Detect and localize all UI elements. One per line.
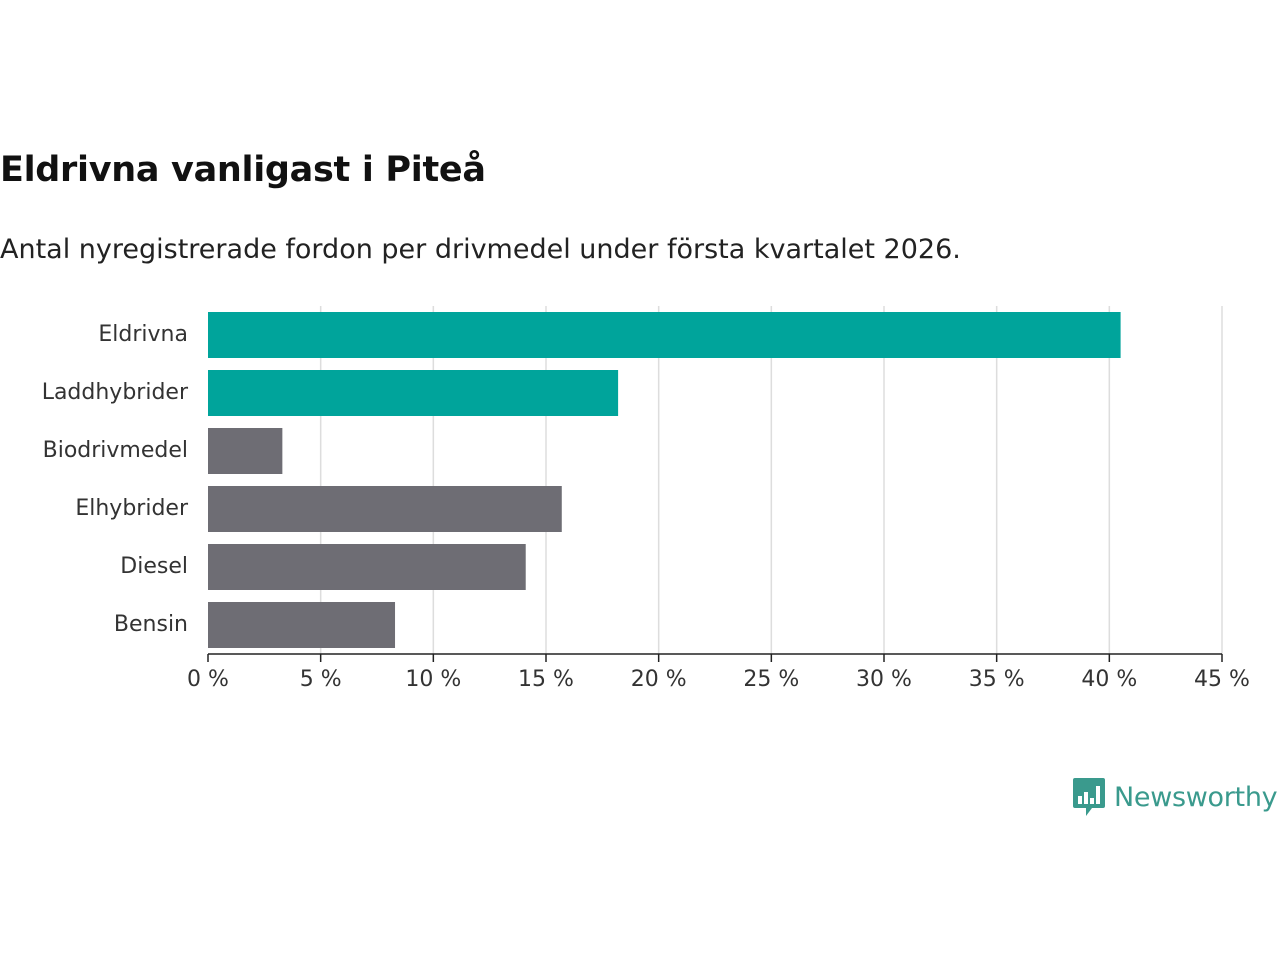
category-label: Diesel (120, 554, 188, 579)
grid-lines (319, 306, 1223, 654)
x-tick-label: 45 % (1194, 667, 1250, 692)
bar-chart: Eldrivna: 40.5 % Laddhybrider: 18.2 % Biod… (42, 306, 1250, 692)
newsworthy-logo: Newsworthy (1072, 776, 1278, 818)
bar-laddhybrider: Laddhybrider: 18.2 % (208, 370, 619, 416)
chart-title: Eldrivna vanligast i Piteå (0, 150, 486, 190)
x-tick-label: 0 % (187, 667, 229, 692)
bar-biodrivmedel: Biodrivmedel: 3.3 % (208, 428, 283, 474)
x-tick-label: 30 % (856, 667, 912, 692)
category-label: Elhybrider (75, 496, 189, 521)
x-tick-label: 5 % (300, 667, 342, 692)
bar-bensin: Bensin: 8.3 % (208, 602, 396, 648)
category-label: Bensin (114, 612, 188, 637)
bar-elhybrider: Elhybrider: 15.7 % (208, 486, 562, 532)
x-tick-label: 10 % (405, 667, 461, 692)
x-tick-label: 15 % (518, 667, 574, 692)
x-tick-label: 20 % (631, 667, 687, 692)
newsworthy-logo-text: Newsworthy (1114, 781, 1278, 813)
x-tick-label: 25 % (743, 667, 799, 692)
category-label: Laddhybrider (42, 380, 189, 405)
category-label: Eldrivna (98, 322, 188, 347)
bars: Eldrivna: 40.5 % Laddhybrider: 18.2 % Biod… (208, 312, 1121, 648)
x-tick-label: 35 % (969, 667, 1025, 692)
category-label: Biodrivmedel (43, 438, 188, 463)
newsworthy-logo-icon (1073, 778, 1105, 816)
category-labels: Eldrivna Laddhybrider Biodrivmedel Elhybrid… (42, 322, 189, 637)
x-tick-label: 40 % (1081, 667, 1137, 692)
bar-diesel: Diesel: 14.1 % (208, 544, 526, 590)
x-axis: 0 % 5 % 10 % 15 % 20 % 25 % 30 % 35 % 40 % 45 % (187, 653, 1250, 692)
chart-subtitle: Antal nyregistrerade fordon per drivmede… (0, 234, 961, 265)
bar-eldrivna: Eldrivna: 40.5 % (208, 312, 1121, 358)
